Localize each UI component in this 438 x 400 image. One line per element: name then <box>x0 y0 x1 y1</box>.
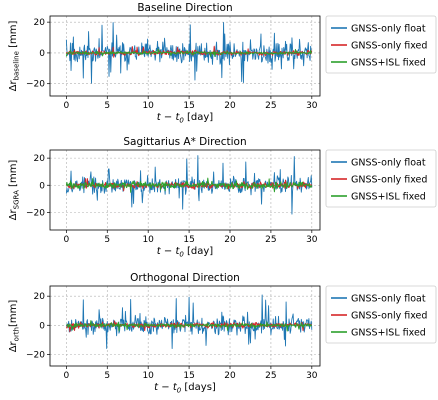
series-line-3 <box>65 177 313 193</box>
x-tick-label: 20 <box>224 235 236 245</box>
x-tick-label: 20 <box>224 371 236 381</box>
series-line-3 <box>66 320 313 332</box>
x-tick-label: 5 <box>104 235 110 245</box>
x-tick-label: 10 <box>142 101 154 111</box>
x-label-unit: [day] <box>184 246 213 257</box>
subplot-3: 0 5 10 15 20 25 30 −20 0 20 Orthogonal Direction t … <box>8 272 437 395</box>
y-tick-label: 20 <box>34 292 46 302</box>
y-label-main: Δr <box>8 340 19 352</box>
y-label-unit: [mm] <box>8 300 19 327</box>
series-group <box>65 22 313 84</box>
series-line-1 <box>65 294 313 349</box>
y-label-main: Δr <box>8 80 19 92</box>
legend-label: GNSS+ISL fixed <box>351 328 426 339</box>
x-label-unit: [day] <box>184 112 213 123</box>
legend-box <box>325 149 437 208</box>
legend-label: GNSS-only fixed <box>351 41 427 52</box>
x-label-sub: 0 <box>177 387 182 395</box>
series-line-1 <box>65 22 313 84</box>
x-tick-label: 5 <box>104 101 110 111</box>
subplot-title: Baseline Direction <box>137 2 232 14</box>
series-line-3 <box>65 48 313 58</box>
y-tick-label: −20 <box>26 208 45 218</box>
legend-label: GNSS-only float <box>351 158 426 169</box>
x-label-unit: [days] <box>181 382 216 393</box>
axes-frame <box>49 15 321 97</box>
y-label-sub: orth <box>13 327 21 341</box>
y-tick-label: 0 <box>39 321 45 331</box>
axes-frame <box>49 149 321 231</box>
subplot-title: Sagittarius A* Direction <box>123 136 246 148</box>
legend-label: GNSS-only fixed <box>351 175 427 186</box>
y-tick-label: 20 <box>34 154 46 164</box>
y-tick-label: −20 <box>26 80 45 90</box>
x-label-main: t − t <box>157 246 181 257</box>
x-axis-label: t − t0 [days] <box>154 382 216 395</box>
x-tick-label: 10 <box>142 371 154 381</box>
y-label-sub: baseline <box>13 51 21 80</box>
y-tick-label: 0 <box>39 49 45 59</box>
x-tick-label: 10 <box>142 235 154 245</box>
y-label-sub: SGRA <box>13 190 21 209</box>
y-axis-label: Δrbaseline [mm] <box>8 21 21 92</box>
legend-label: GNSS+ISL fixed <box>351 192 426 203</box>
x-tick-label: 0 <box>63 101 69 111</box>
legend: GNSS-only float GNSS-only fixed GNSS+ISL f… <box>325 15 437 74</box>
legend-box <box>325 15 437 74</box>
x-tick-label: 5 <box>104 371 110 381</box>
x-label-sub: 0 <box>179 251 184 259</box>
x-tick-label: 20 <box>224 101 236 111</box>
y-tick-label: −20 <box>26 350 45 360</box>
x-axis-label: t − t0 [day] <box>157 112 214 125</box>
x-tick-label: 25 <box>265 371 276 381</box>
x-tick-label: 30 <box>306 101 318 111</box>
x-label-main: t − t <box>154 382 178 393</box>
x-label-main: t − t <box>157 112 181 123</box>
x-axis-label: t − t0 [day] <box>157 246 214 259</box>
x-tick-label: 0 <box>63 371 69 381</box>
x-tick-label: 0 <box>63 235 69 245</box>
x-tick-label: 15 <box>183 101 194 111</box>
legend-label: GNSS-only fixed <box>351 311 427 322</box>
legend-label: GNSS+ISL fixed <box>351 58 426 69</box>
axes-frame <box>49 285 321 367</box>
legend-label: GNSS-only float <box>351 294 426 305</box>
series-group <box>65 155 313 215</box>
y-label-main: Δr <box>8 208 19 220</box>
x-tick-label: 15 <box>183 235 194 245</box>
legend: GNSS-only float GNSS-only fixed GNSS+ISL f… <box>325 149 437 208</box>
x-tick-label: 30 <box>306 371 318 381</box>
x-tick-label: 25 <box>265 101 276 111</box>
x-tick-label: 25 <box>265 235 276 245</box>
legend: GNSS-only float GNSS-only fixed GNSS+ISL f… <box>325 285 437 344</box>
subplot-1: 0 5 10 15 20 25 30 −20 0 20 Baseline Direction t − … <box>8 2 437 125</box>
legend-label: GNSS-only float <box>351 24 426 35</box>
y-tick-label: 0 <box>39 181 45 191</box>
series-group <box>65 294 313 349</box>
y-label-unit: [mm] <box>8 21 19 52</box>
y-label-unit: [mm] <box>8 160 19 191</box>
subplot-title: Orthogonal Direction <box>130 272 240 284</box>
x-tick-label: 15 <box>183 371 194 381</box>
y-axis-label: ΔrSGRA [mm] <box>8 160 21 221</box>
x-label-sub: 0 <box>179 117 184 125</box>
subplot-2: 0 5 10 15 20 25 30 −20 0 20 Sagittarius A* Directi… <box>8 136 437 259</box>
legend-box <box>325 285 437 344</box>
x-tick-label: 30 <box>306 235 318 245</box>
y-axis-label: Δrorth[mm] <box>8 300 21 353</box>
y-tick-label: 20 <box>34 18 46 28</box>
